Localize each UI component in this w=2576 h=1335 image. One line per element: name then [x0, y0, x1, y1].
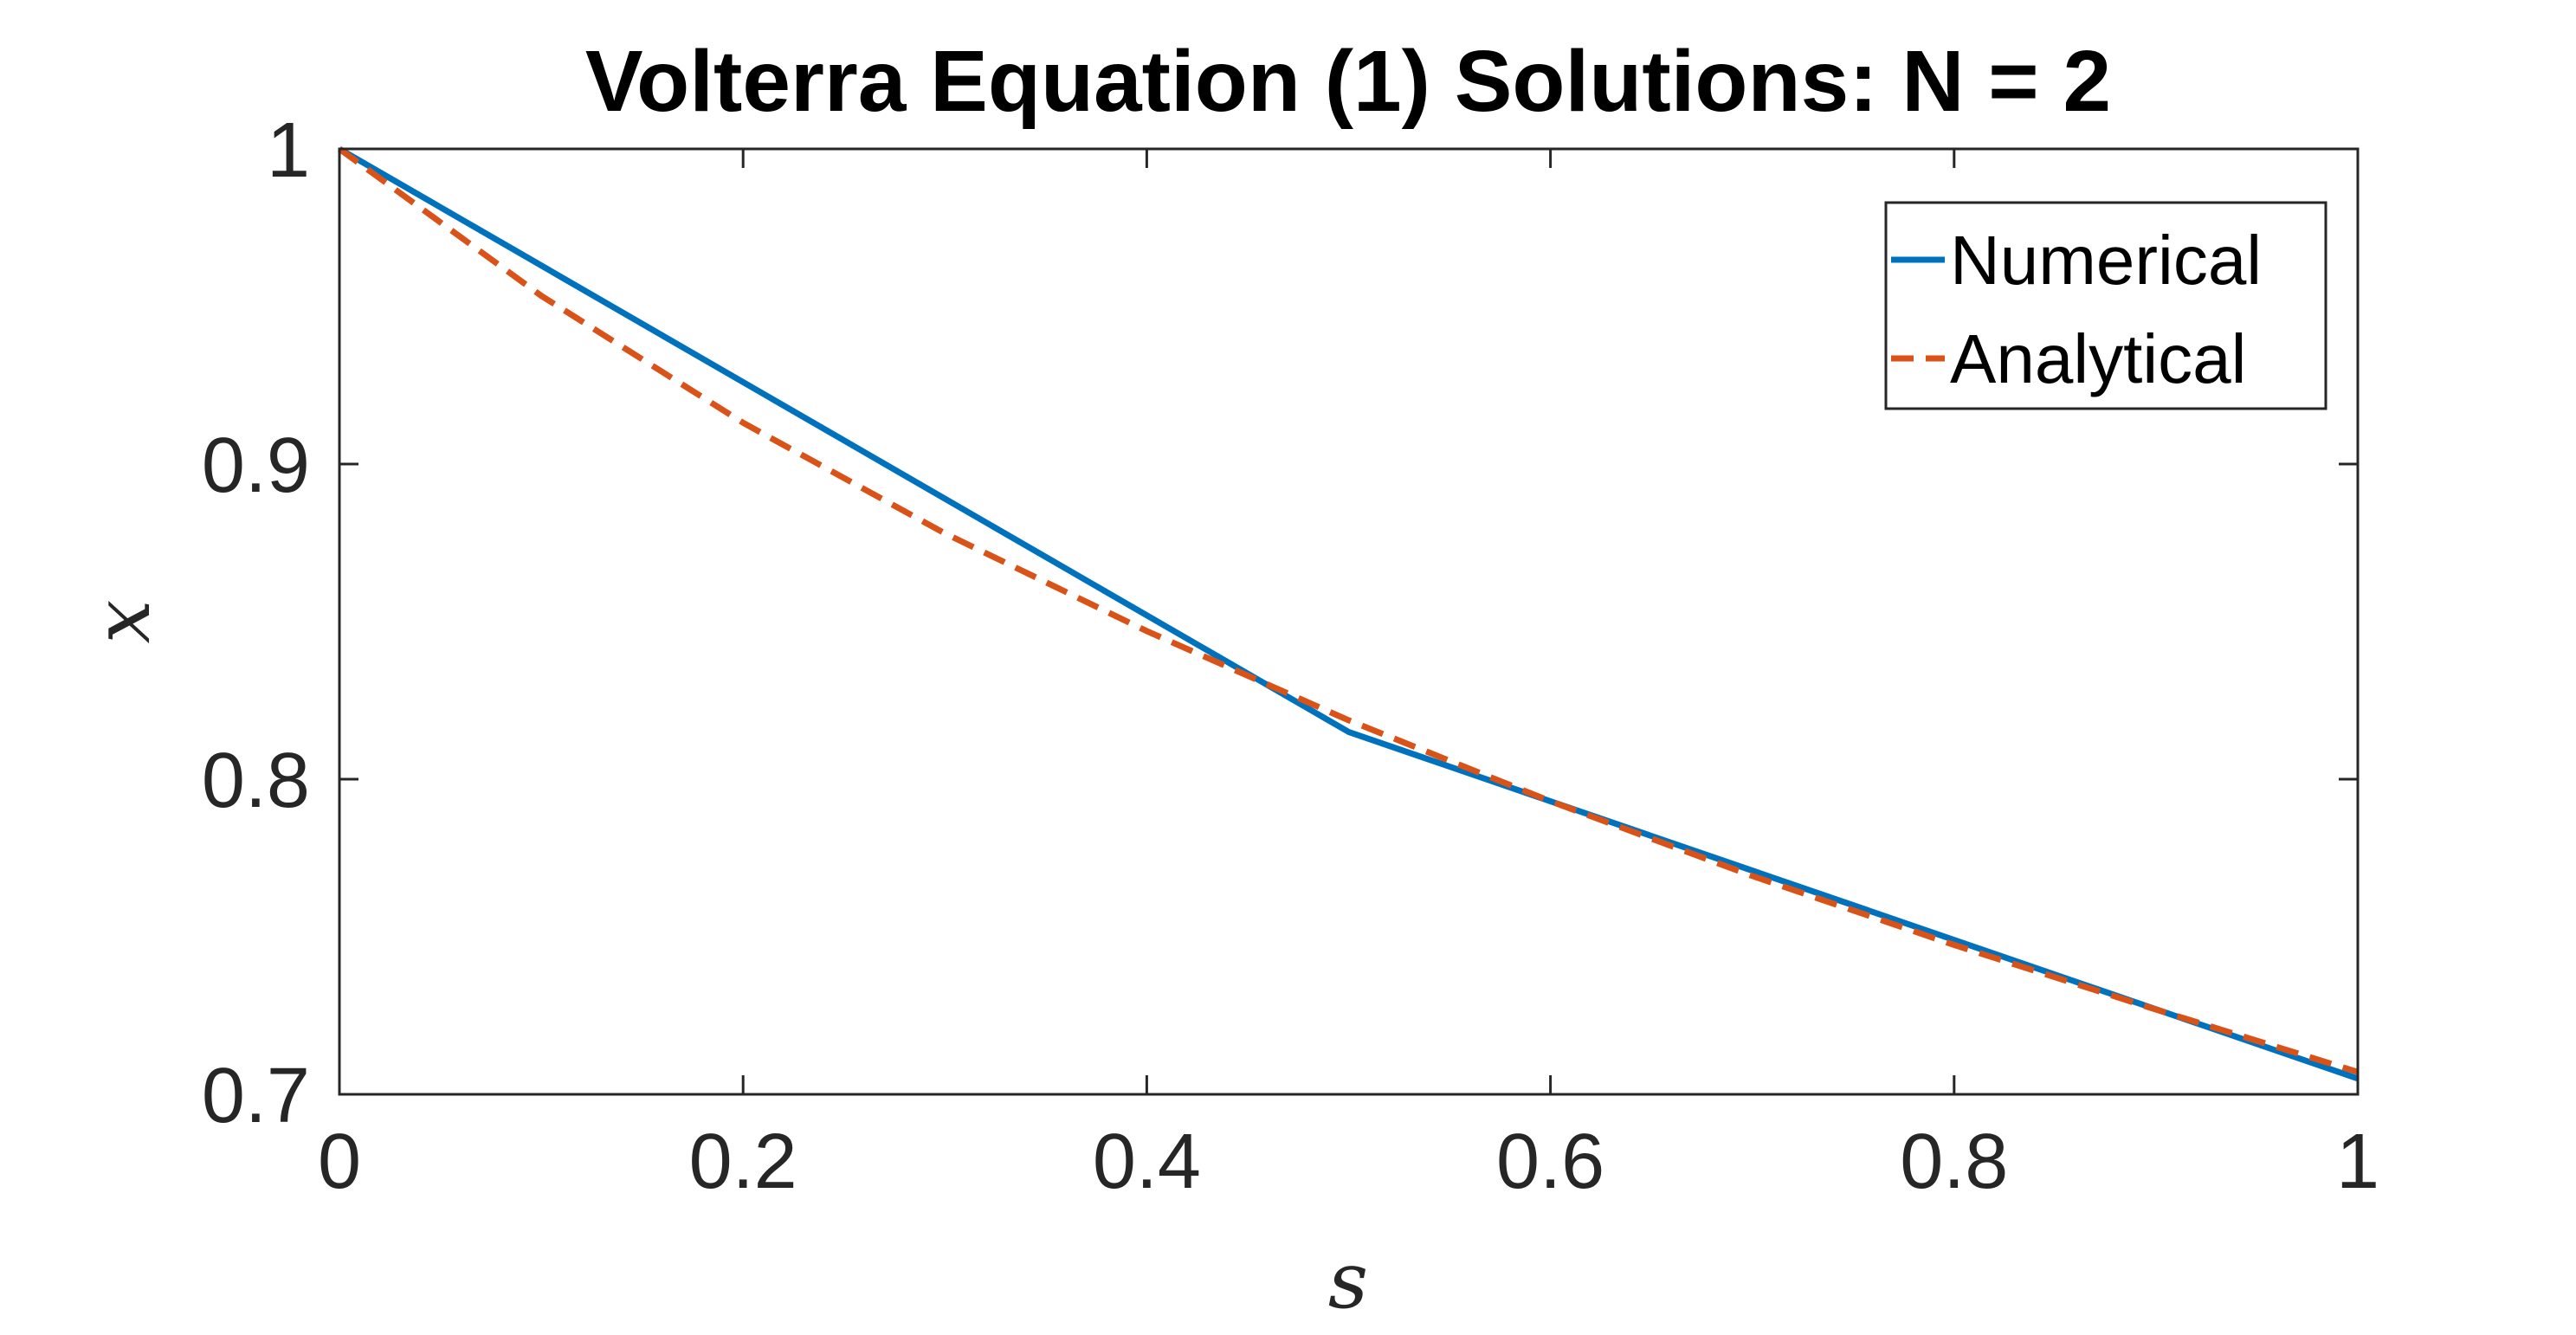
x-tick-label: 0.6 — [1496, 1119, 1604, 1205]
series-layer — [337, 145, 2360, 1082]
x-tick-label: 0.2 — [689, 1119, 797, 1205]
plot-area-border — [338, 147, 2360, 1096]
x-tick-labels: 0 0.2 0.4 0.6 0.8 1 — [318, 1119, 2379, 1205]
y-tick-label: 1 — [267, 107, 310, 194]
series-line-analytical — [337, 146, 2360, 1075]
y-tick-label: 0.7 — [202, 1053, 310, 1139]
legend-label-analytical: Analytical — [1950, 320, 2246, 397]
y-axis-label: x — [77, 600, 168, 644]
x-tick-label: 0 — [318, 1119, 361, 1205]
y-tick-label: 0.8 — [202, 738, 310, 824]
x-tick-label: 0.8 — [1900, 1119, 2008, 1205]
y-tick-label: 0.9 — [202, 422, 310, 509]
chart-title: Volterra Equation (1) Solutions: N = 2 — [585, 33, 2111, 130]
x-tick-label: 1 — [2336, 1119, 2379, 1205]
y-tick-labels: 0.7 0.8 0.9 1 — [202, 107, 310, 1139]
x-tick-label: 0.4 — [1093, 1119, 1201, 1205]
series-line-numerical — [338, 145, 2360, 1082]
legend-label-numerical: Numerical — [1950, 222, 2262, 299]
x-axis-label: s — [1328, 1235, 1368, 1326]
legend: Numerical Analytical — [1884, 201, 2327, 410]
legend-box — [1884, 201, 2327, 410]
